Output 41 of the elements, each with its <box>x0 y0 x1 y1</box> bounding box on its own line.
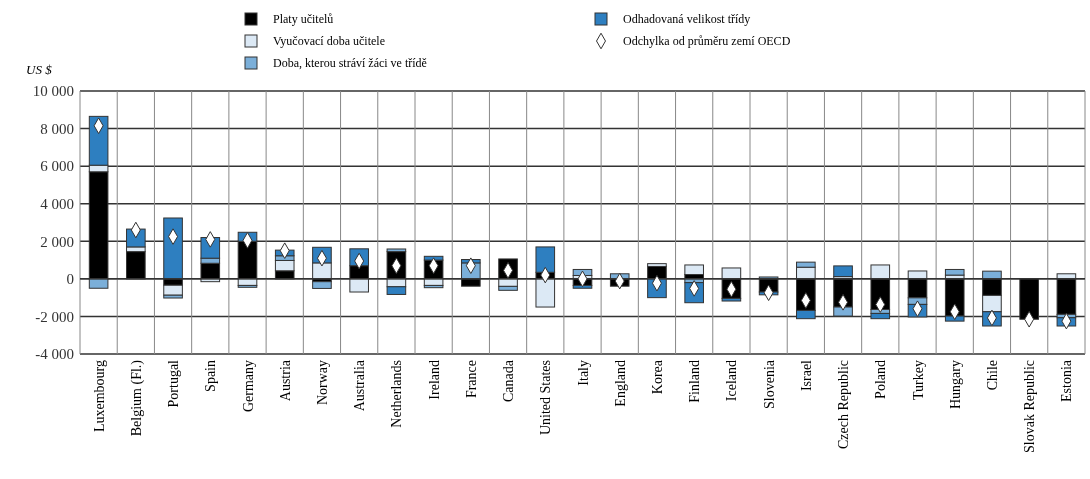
y-tick-label: -4 000 <box>35 346 74 363</box>
legend-label: Doba, kterou stráví žáci ve třídě <box>273 56 427 70</box>
x-tick-label: Iceland <box>724 360 740 402</box>
x-tick-label: Ireland <box>426 360 442 400</box>
x-tick-label: Hungary <box>947 360 963 409</box>
x-tick-label: Austria <box>277 359 293 402</box>
x-tick-label: United States <box>538 360 554 436</box>
y-tick-label: 10 000 <box>32 83 74 100</box>
y-tick-label: 4 000 <box>40 195 74 212</box>
x-tick-label: Chile <box>984 360 1000 391</box>
x-tick-label: Belgium (Fl.) <box>128 359 145 437</box>
x-tick-label: Norway <box>314 360 330 406</box>
x-tick-label: Slovak Republic <box>1022 360 1038 453</box>
y-tick-label: 2 000 <box>40 233 74 250</box>
y-tick-label: 8 000 <box>40 120 74 137</box>
x-tick-label: Israel <box>798 359 814 392</box>
x-tick-label: Slovenia <box>761 359 777 409</box>
x-tick-label: Estonia <box>1059 359 1075 402</box>
x-tick-label: Germany <box>240 360 256 413</box>
x-tick-label: Czech Republic <box>836 360 852 450</box>
y-tick-label: 0 <box>66 271 74 288</box>
legend-label: Vyučovací doba učitele <box>273 34 385 48</box>
x-tick-label: Finland <box>687 360 703 403</box>
x-tick-label: Italy <box>575 360 591 386</box>
y-tick-label: -2 000 <box>35 308 74 325</box>
x-tick-label: England <box>612 360 628 407</box>
legend-label: Odhadovaná velikost třídy <box>623 12 751 26</box>
x-tick-label: Canada <box>501 359 517 402</box>
x-tick-label: Korea <box>649 359 665 395</box>
x-tick-label: Turkey <box>910 360 926 400</box>
x-tick-label: Australia <box>352 359 368 412</box>
x-tick-label: France <box>463 360 479 399</box>
legend-label: Platy učitelů <box>273 12 334 26</box>
x-tick-label: Poland <box>873 360 889 399</box>
x-tick-label: Spain <box>203 360 219 392</box>
x-tick-label: Luxembourg <box>91 360 107 433</box>
legend-label: Odchylka od průměru zemí OECD <box>623 34 791 48</box>
x-tick-label: Portugal <box>166 359 182 408</box>
x-tick-label: Netherlands <box>389 360 405 428</box>
y-tick-label: 6 000 <box>40 158 74 175</box>
y-axis-title: US $ <box>26 62 53 77</box>
